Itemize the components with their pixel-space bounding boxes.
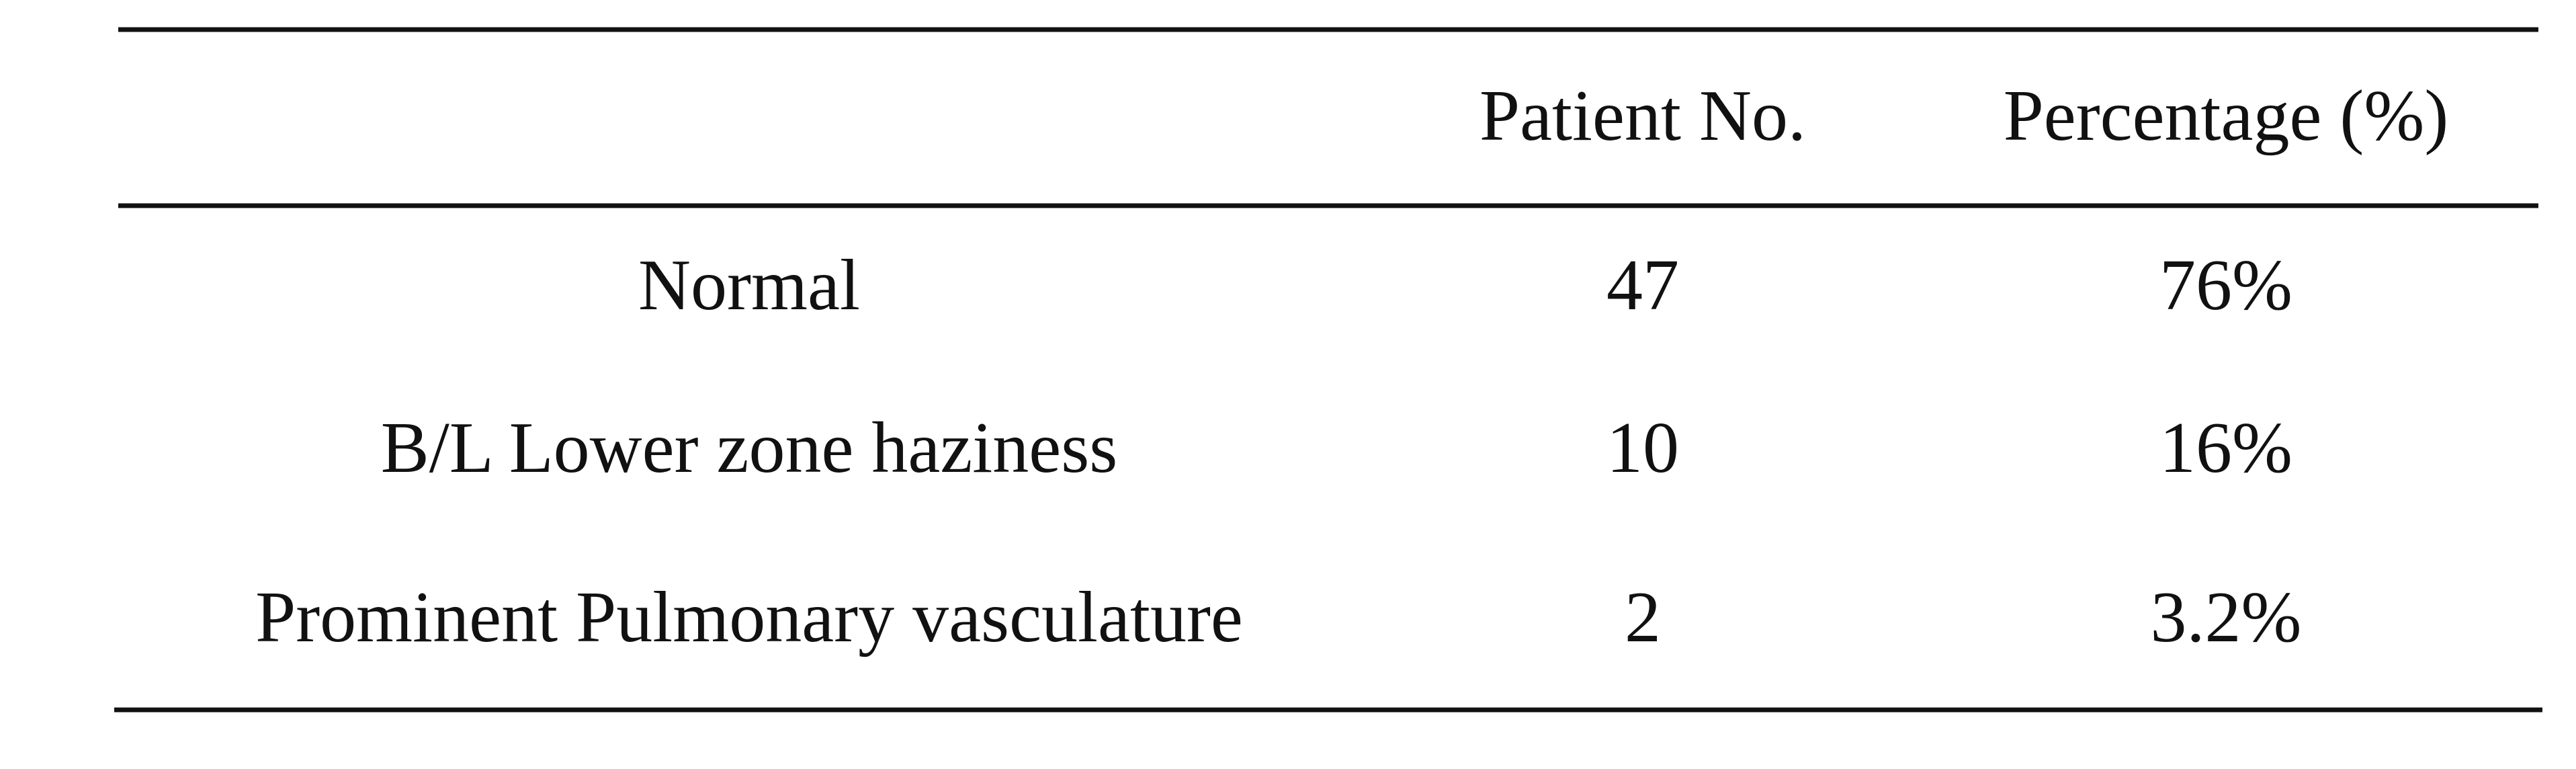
percentage: 76% xyxy=(2159,245,2292,325)
patient-count: 47 xyxy=(1606,245,1679,325)
percentage: 3.2% xyxy=(2151,577,2302,657)
row-label: B/L Lower zone haziness xyxy=(381,408,1118,488)
column-header: Percentage (%) xyxy=(2004,76,2449,156)
column-header: Patient No. xyxy=(1479,76,1806,156)
percentage: 16% xyxy=(2159,408,2292,488)
patient-count: 2 xyxy=(1625,577,1661,657)
row-label: Normal xyxy=(638,245,860,325)
patient-count: 10 xyxy=(1606,408,1679,488)
row-label: Prominent Pulmonary vasculature xyxy=(255,577,1243,657)
